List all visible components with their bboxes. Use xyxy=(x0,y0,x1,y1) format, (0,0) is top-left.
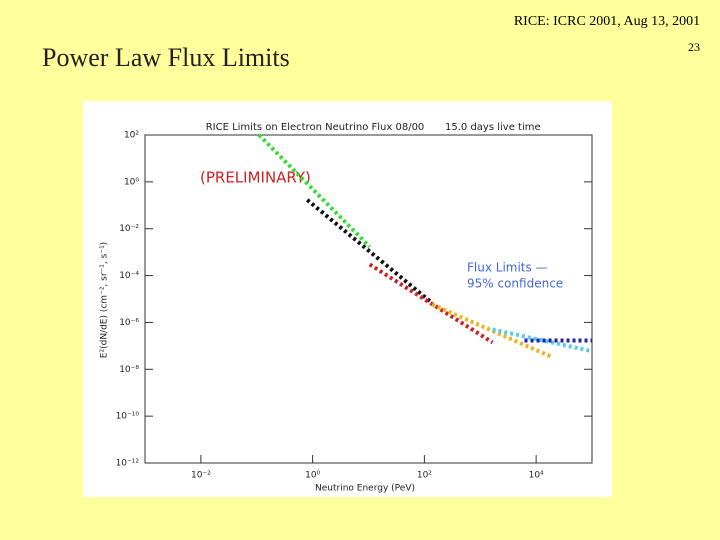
y-tick-label: 10⁻⁴ xyxy=(119,271,139,281)
annotation: 95% confidence xyxy=(467,277,563,291)
y-tick-label: 10² xyxy=(124,131,139,141)
page-number: 23 xyxy=(688,40,700,54)
plot-frame xyxy=(144,134,593,464)
y-tick-label: 10⁻² xyxy=(119,224,139,234)
y-tick-label: 10⁻¹⁰ xyxy=(116,412,140,422)
x-axis-label: Neutrino Energy (PeV) xyxy=(315,484,415,494)
y-axis-label: E²(dN/dE) (cm⁻², sr⁻¹, s⁻¹) xyxy=(100,242,110,358)
y-tick-label: 10⁻⁸ xyxy=(119,365,139,375)
y-tick-label: 10⁰ xyxy=(124,177,139,187)
chart-subtitle: 15.0 days live time xyxy=(445,122,541,133)
chart-background xyxy=(83,101,612,497)
y-tick-label: 10⁻¹² xyxy=(116,459,140,469)
flux-limit-line xyxy=(431,302,554,360)
y-tick-label: 10⁻⁶ xyxy=(119,318,139,328)
conference: RICE: ICRC 2001, Aug 13, 2001 xyxy=(514,14,700,29)
chart-title: RICE Limits on Electron Neutrino Flux 08… xyxy=(206,122,425,133)
x-tick-label: 10² xyxy=(417,471,432,481)
flux-limit-line xyxy=(305,198,432,303)
x-tick-label: 10⁴ xyxy=(529,471,544,481)
flux-limit-line xyxy=(368,262,494,345)
slide-title: Power Law Flux Limits xyxy=(42,43,290,72)
x-tick-label: 10⁰ xyxy=(305,471,320,481)
flux-limit-line xyxy=(257,133,372,249)
x-tick-label: 10⁻² xyxy=(191,471,211,481)
flux-limit-line xyxy=(492,327,593,354)
annotation: Flux Limits — xyxy=(467,261,548,275)
annotation: (PRELIMINARY) xyxy=(200,169,311,187)
